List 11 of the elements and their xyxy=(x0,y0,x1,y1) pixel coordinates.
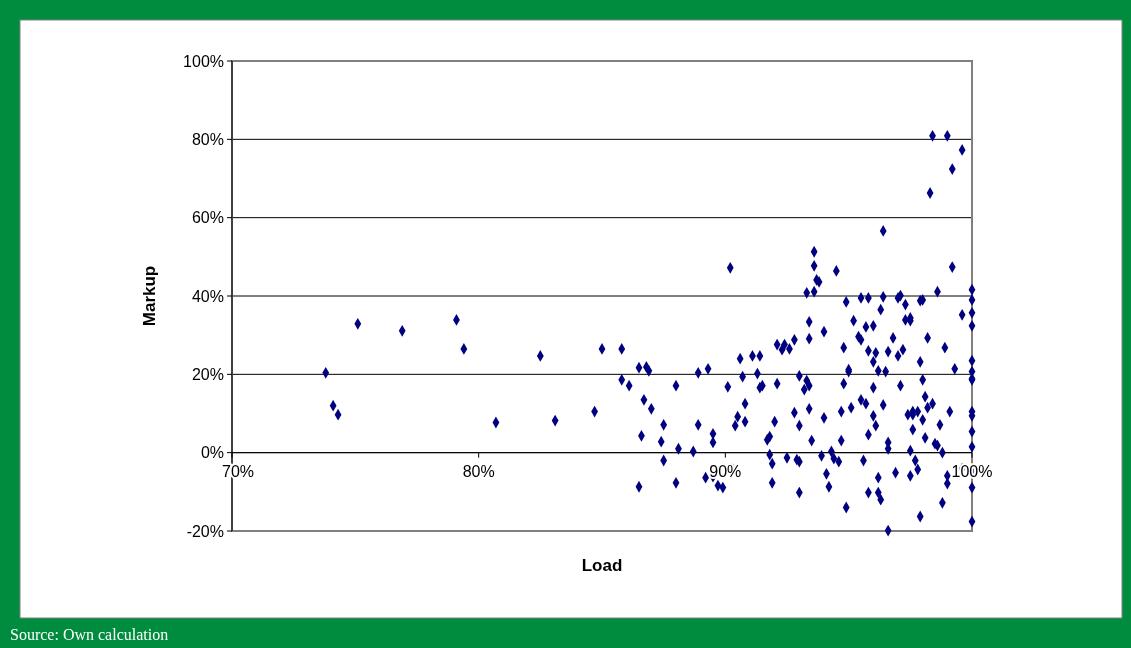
x-tick-label: 80% xyxy=(462,462,495,480)
y-tick-label: 100% xyxy=(183,52,224,70)
y-tick-label: -20% xyxy=(186,522,224,540)
source-note: Source: Own calculation xyxy=(10,626,169,643)
y-tick-label: 20% xyxy=(191,365,224,383)
y-tick-label: 80% xyxy=(191,130,224,148)
y-tick-label: 0% xyxy=(200,444,224,462)
y-axis-title: Markup xyxy=(140,265,159,327)
y-tick-label: 60% xyxy=(191,209,224,227)
y-tick-label: 40% xyxy=(191,287,224,305)
x-axis-title: Load xyxy=(581,556,623,575)
